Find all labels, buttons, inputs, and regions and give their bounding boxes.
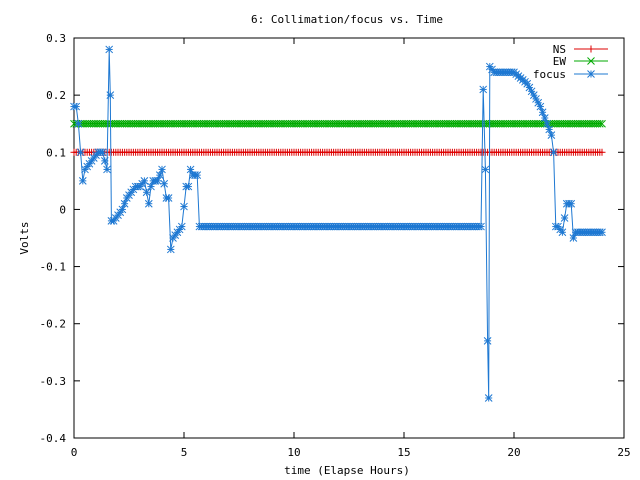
legend-marker-ew [587, 57, 595, 65]
legend-label-ns: NS [553, 43, 566, 56]
legend-label-focus: focus [533, 68, 566, 81]
point-focus [479, 85, 488, 94]
y-tick-label: -0.4 [40, 432, 67, 445]
x-tick-label: 5 [181, 446, 188, 459]
point-focus [144, 199, 153, 208]
series-layer [70, 45, 606, 402]
point-focus [142, 188, 151, 197]
axis-ticks: 0 5 10 15 20 25 -0.4 -0.3 -0.2 -0.1 0 0.1 0.2 0.3 [40, 32, 631, 459]
y-tick-label: -0.1 [40, 261, 67, 274]
series-focus [70, 45, 606, 402]
point-ew [595, 119, 604, 128]
point-focus [164, 194, 173, 202]
point-focus [560, 214, 569, 222]
x-tick-label: 10 [287, 446, 300, 459]
point-focus [177, 222, 186, 231]
point-focus [76, 148, 85, 157]
point-focus [100, 157, 109, 165]
legend-marker-focus [587, 70, 595, 78]
y-tick-label: 0.2 [46, 89, 66, 102]
point-focus [567, 199, 576, 208]
point-focus [547, 131, 556, 139]
point-focus [549, 148, 558, 157]
point-focus [78, 177, 87, 185]
series-ns [70, 148, 606, 156]
chart-title: 6: Collimation/focus vs. Time [251, 13, 443, 26]
x-tick-label: 15 [397, 446, 410, 459]
x-axis-label: time (Elapse Hours) [284, 464, 410, 477]
point-focus [120, 199, 129, 208]
point-focus [105, 45, 114, 54]
legend-marker-ns [587, 45, 595, 53]
point-focus [484, 394, 493, 402]
point-focus [193, 171, 202, 179]
legend: NS EW focus [533, 43, 608, 81]
x-tick-label: 0 [71, 446, 78, 459]
point-focus [72, 102, 81, 111]
point-focus [166, 245, 175, 254]
point-focus [158, 165, 166, 174]
point-focus [180, 202, 188, 211]
point-focus [598, 228, 606, 237]
point-focus [477, 222, 485, 231]
y-tick-label: -0.3 [40, 375, 67, 388]
point-focus [74, 119, 83, 128]
point-focus [98, 148, 107, 157]
x-tick-label: 25 [617, 446, 630, 459]
point-focus [106, 91, 115, 99]
point-focus [160, 179, 169, 188]
point-focus [558, 228, 567, 237]
series-ew [70, 119, 606, 128]
point-ew [598, 119, 606, 128]
y-tick-label: -0.2 [40, 318, 67, 331]
point-focus [103, 165, 111, 174]
point-ns [598, 148, 606, 156]
x-tick-label: 20 [507, 446, 520, 459]
point-focus [483, 337, 492, 345]
point-focus [140, 177, 149, 185]
y-tick-label: 0.3 [46, 32, 66, 45]
y-axis-label: Volts [18, 221, 31, 254]
point-focus [184, 182, 193, 191]
legend-label-ew: EW [553, 55, 567, 68]
point-focus [481, 165, 490, 174]
y-tick-label: 0 [59, 203, 66, 216]
y-tick-label: 0.1 [46, 146, 66, 159]
plot-frame [73, 37, 625, 439]
